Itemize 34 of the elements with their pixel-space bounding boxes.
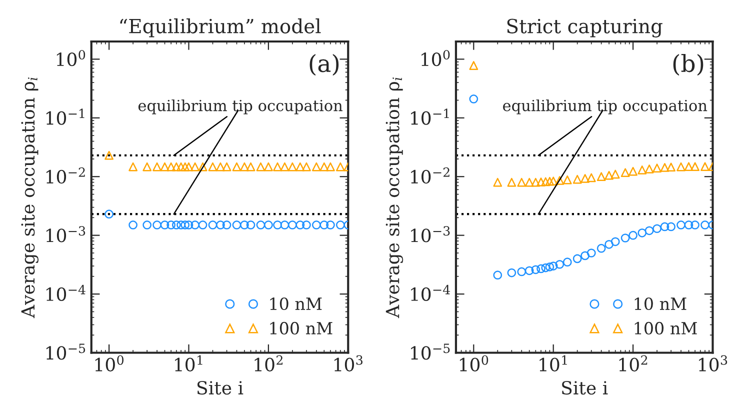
y-tick-label: 10$^{−5}$ bbox=[46, 344, 86, 360]
x-axis-title: Site i bbox=[197, 380, 244, 395]
annotation: (a) bbox=[310, 54, 339, 76]
x-tick-label: 10$^{1}$ bbox=[175, 355, 202, 372]
chart-title: “Equilibrium” model bbox=[120, 18, 321, 38]
y-axis-title: Average site occupation ρ$_{i}$ bbox=[386, 77, 404, 318]
legend-label: 100 nM bbox=[634, 322, 697, 335]
legend-label: 10 nM bbox=[270, 297, 322, 310]
chart-title: Strict capturing bbox=[507, 18, 662, 38]
annotation: equilibrium tip occupation bbox=[138, 99, 342, 114]
annotation: equilibrium tip occupation bbox=[503, 99, 708, 114]
x-tick-label: 10$^{2}$ bbox=[619, 355, 648, 372]
x-tick-label: 10$^{3}$ bbox=[699, 355, 728, 372]
y-tick-label: 10$^{−4}$ bbox=[46, 284, 86, 302]
y-tick-label: 10$^{−3}$ bbox=[411, 226, 450, 242]
y-tick-label: 10$^{−3}$ bbox=[46, 226, 86, 242]
y-tick-label: 10$^{0}$ bbox=[56, 50, 86, 66]
legend-label: 10 nM bbox=[634, 297, 686, 310]
y-tick-label: 10$^{−1}$ bbox=[411, 108, 449, 125]
x-axis-title: Site i bbox=[562, 380, 608, 395]
x-tick-label: 10$^{0}$ bbox=[95, 355, 124, 372]
y-tick-label: 10$^{−1}$ bbox=[46, 108, 84, 125]
y-tick-label: 10$^{−4}$ bbox=[411, 284, 450, 302]
x-tick-label: 10$^{1}$ bbox=[540, 355, 567, 372]
y-tick-label: 10$^{−2}$ bbox=[411, 167, 450, 184]
annotation: (b) bbox=[673, 54, 704, 76]
y-tick-label: 10$^{−5}$ bbox=[411, 344, 450, 360]
x-tick-label: 10$^{3}$ bbox=[334, 355, 362, 372]
legend-label: 100 nM bbox=[270, 322, 332, 335]
y-tick-label: 10$^{0}$ bbox=[422, 50, 450, 66]
y-axis-title: Average site occupation ρ$_{i}$ bbox=[21, 77, 38, 318]
y-tick-label: 10$^{−2}$ bbox=[46, 167, 85, 184]
x-tick-label: 10$^{0}$ bbox=[460, 355, 488, 372]
x-tick-label: 10$^{2}$ bbox=[254, 355, 282, 372]
